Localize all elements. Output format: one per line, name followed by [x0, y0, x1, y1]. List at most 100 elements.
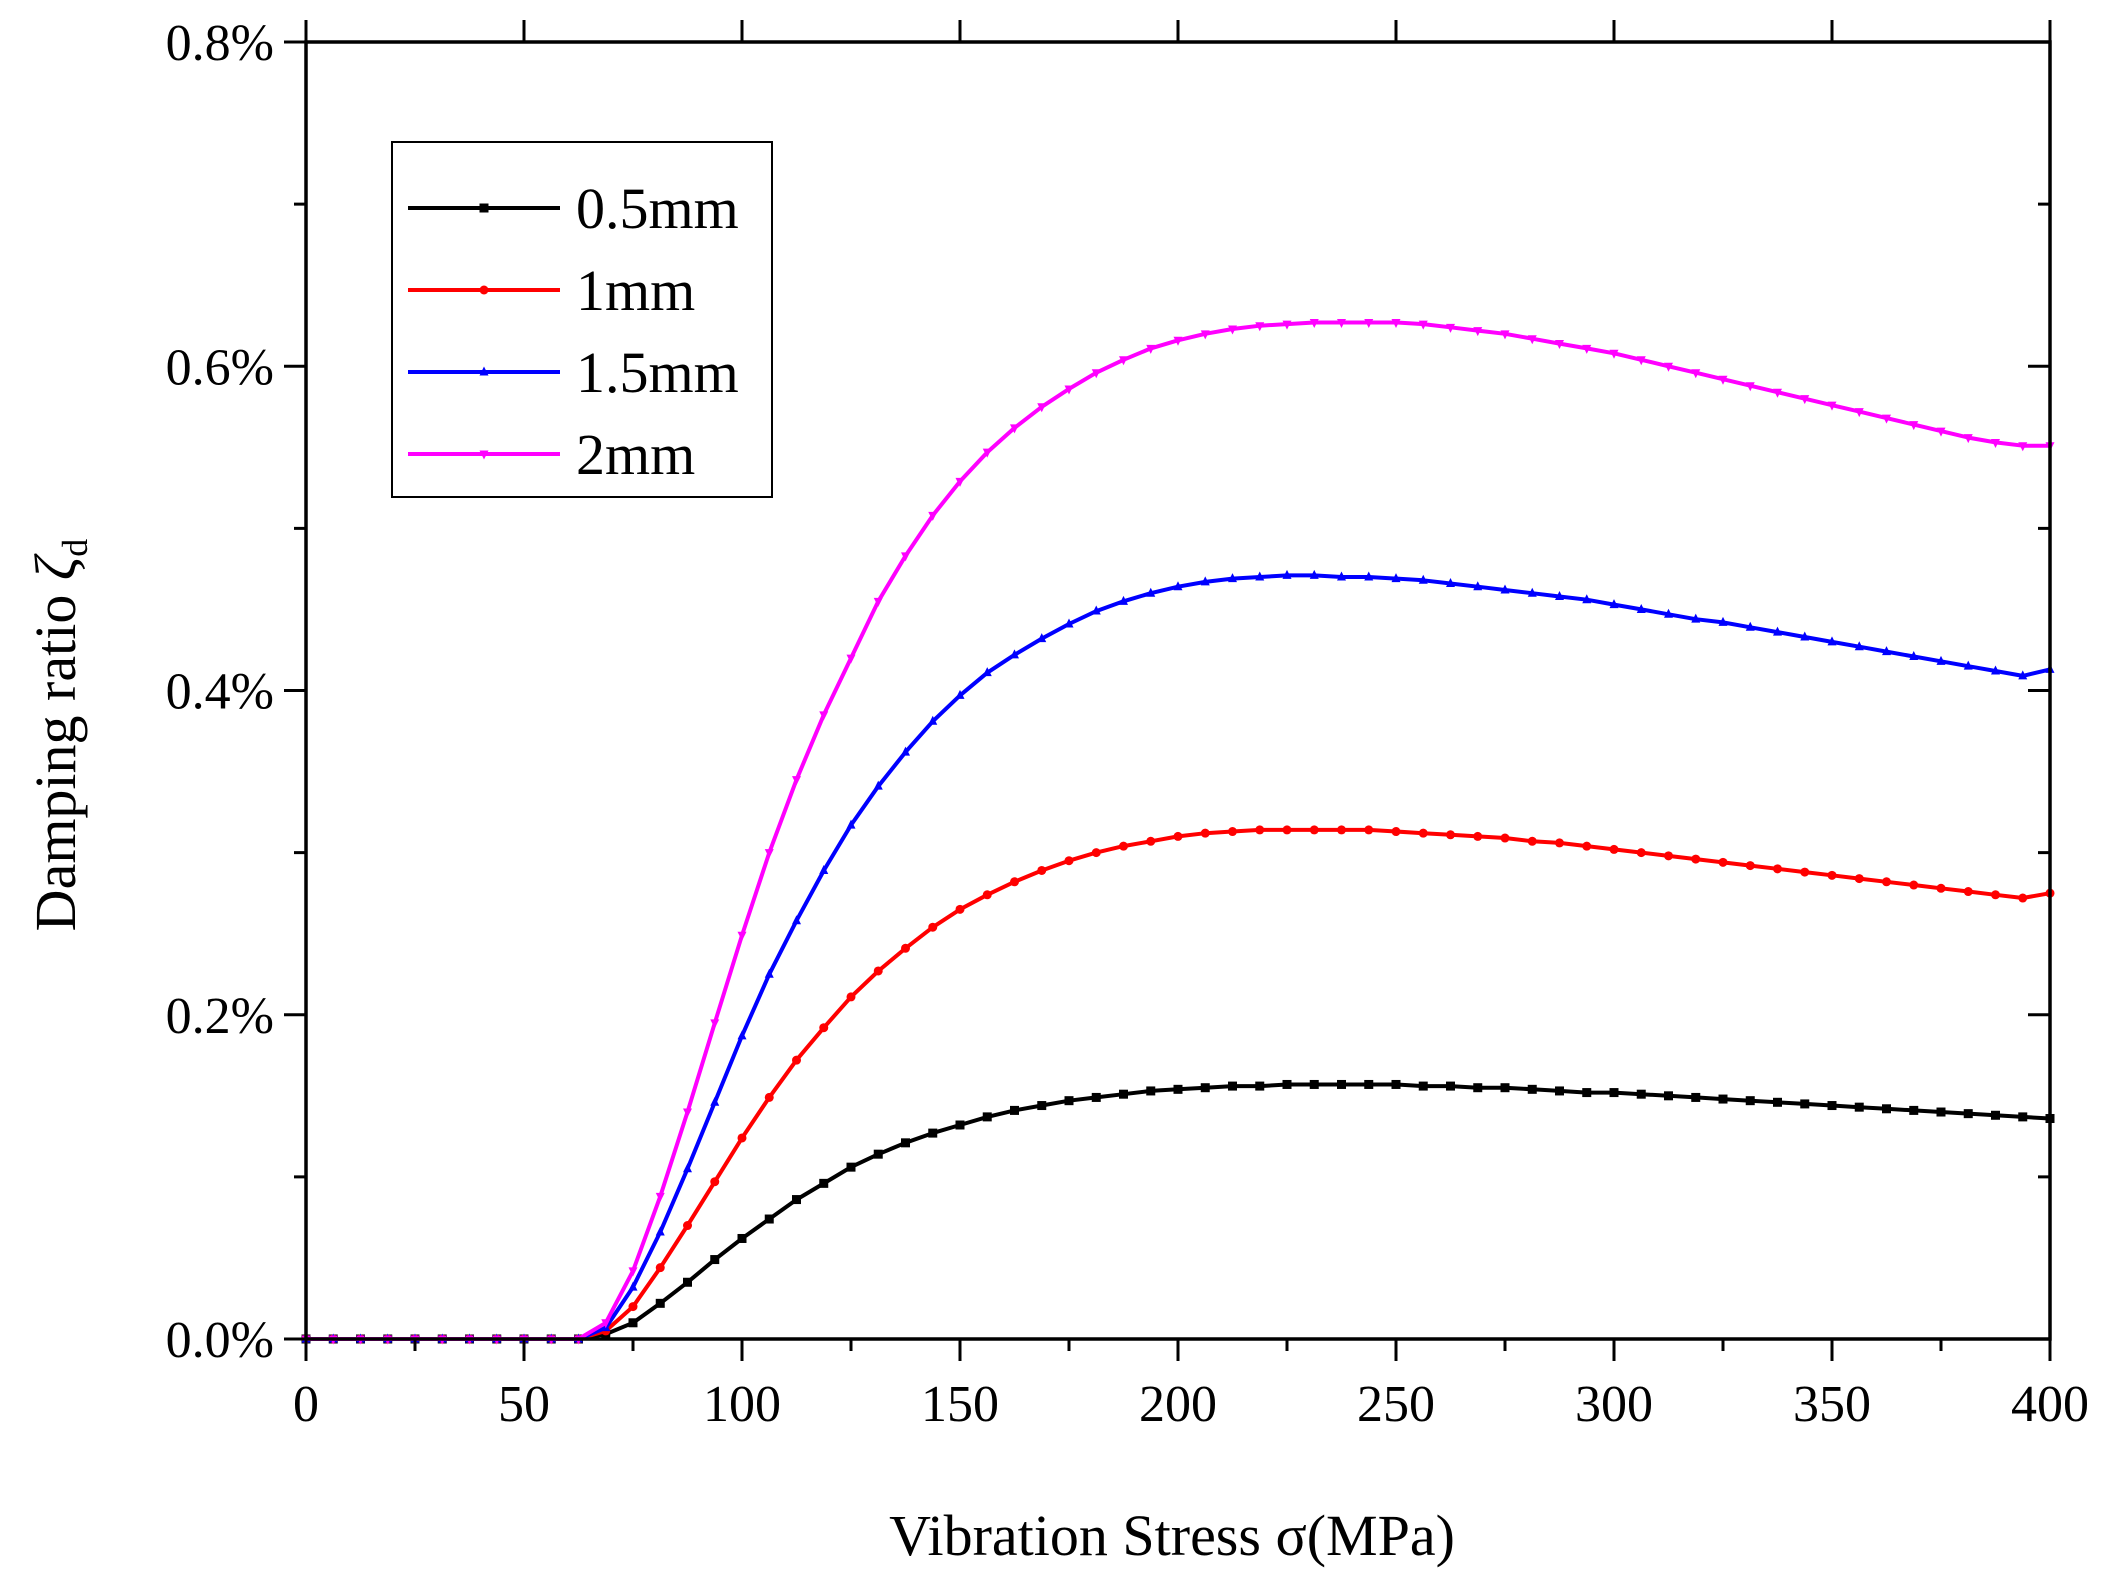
- data-point: [1664, 608, 1673, 618]
- data-point: [955, 904, 965, 914]
- data-point: [1037, 865, 1047, 875]
- y-axis-title: Damping ratio ζd: [23, 539, 95, 932]
- data-point: [1064, 385, 1074, 395]
- data-point: [819, 864, 829, 874]
- legend-label: 0.5mm: [576, 176, 739, 241]
- data-point: [1173, 336, 1183, 346]
- data-point: [1527, 587, 1537, 597]
- data-point: [1691, 613, 1701, 623]
- y-tick-label: 0.6%: [166, 339, 274, 396]
- y-tick-labels: 0.0% 0.2% 0.4% 0.6% 0.8%: [166, 15, 274, 1369]
- data-point: [982, 890, 992, 900]
- data-point: [792, 915, 801, 925]
- data-point: [901, 552, 910, 562]
- data-point: [2018, 442, 2028, 452]
- data-point: [1364, 825, 1374, 835]
- data-point: [1446, 1081, 1455, 1091]
- data-point: [819, 1023, 829, 1033]
- data-point: [1991, 890, 2000, 900]
- data-point: [1555, 838, 1564, 848]
- data-point: [1936, 427, 1946, 437]
- data-point: [1609, 349, 1619, 359]
- data-point: [846, 1162, 856, 1172]
- data-point: [1745, 1096, 1755, 1106]
- data-point: [683, 1163, 692, 1173]
- data-point: [1691, 1092, 1701, 1102]
- data-point: [1963, 434, 1973, 444]
- data-point: [1555, 590, 1564, 600]
- data-point: [1991, 1110, 2000, 1120]
- data-point: [1228, 827, 1237, 837]
- data-point: [1309, 825, 1319, 835]
- data-point: [1337, 825, 1346, 835]
- data-point: [873, 597, 883, 607]
- data-point: [1146, 836, 1156, 846]
- data-point: [1636, 848, 1646, 858]
- legend-item: 1.5mm: [408, 340, 739, 405]
- legend-item: 0.5mm: [408, 176, 739, 241]
- y-tick-label: 0.0%: [166, 1312, 274, 1369]
- data-point: [1936, 883, 1946, 893]
- y-axis-title-text: Damping ratio: [23, 580, 88, 931]
- data-point: [1882, 877, 1891, 887]
- data-point: [1882, 414, 1891, 424]
- data-point: [1119, 356, 1128, 366]
- data-point: [982, 1112, 992, 1122]
- data-point: [655, 1263, 665, 1273]
- legend-marker: [479, 285, 489, 295]
- data-point: [955, 1120, 965, 1130]
- data-point: [1963, 887, 1973, 897]
- x-tick-label: 250: [1357, 1376, 1435, 1433]
- data-point: [1800, 867, 1810, 877]
- data-point: [1418, 320, 1428, 330]
- data-point: [1527, 335, 1537, 345]
- data-point: [1909, 1105, 1919, 1115]
- legend-marker: [479, 450, 489, 460]
- data-point: [1745, 382, 1755, 392]
- series-0.5mm: [301, 1079, 2055, 1344]
- data-point: [628, 1267, 638, 1277]
- data-point: [1909, 650, 1919, 660]
- data-point: [1228, 1081, 1237, 1091]
- data-point: [1745, 621, 1755, 631]
- data-point: [873, 780, 883, 790]
- data-point: [1282, 825, 1292, 835]
- data-point: [1364, 318, 1374, 328]
- data-point: [2018, 1112, 2028, 1122]
- data-point: [1446, 577, 1455, 587]
- data-point: [683, 1108, 692, 1118]
- data-point: [1827, 401, 1837, 411]
- data-point: [1555, 340, 1564, 350]
- data-point: [1064, 856, 1074, 866]
- y-tick-label: 0.2%: [166, 988, 274, 1045]
- data-point: [1282, 569, 1292, 579]
- data-point: [1991, 665, 2000, 675]
- data-point: [764, 1214, 774, 1224]
- data-point: [1119, 595, 1128, 605]
- data-point: [1555, 1086, 1564, 1096]
- data-point: [1691, 854, 1701, 864]
- data-point: [1963, 660, 1973, 670]
- data-point: [928, 715, 938, 725]
- data-point: [1745, 861, 1755, 871]
- data-point: [1609, 844, 1619, 854]
- data-point: [928, 922, 938, 932]
- data-point: [737, 1133, 747, 1143]
- data-point: [1337, 571, 1346, 581]
- data-point: [928, 1128, 938, 1138]
- data-point: [1091, 369, 1101, 379]
- data-point: [819, 1178, 829, 1188]
- y-axis-title-symbol: ζ: [23, 553, 88, 580]
- data-point: [737, 1030, 747, 1040]
- data-point: [792, 1055, 801, 1065]
- data-point: [1037, 1101, 1047, 1111]
- data-point: [764, 1092, 774, 1102]
- data-point: [1364, 571, 1374, 581]
- data-point: [1854, 1102, 1864, 1112]
- data-point: [1827, 870, 1837, 880]
- data-point: [1718, 616, 1728, 626]
- data-point: [1391, 318, 1401, 328]
- data-point: [1091, 605, 1101, 615]
- data-point: [1773, 1097, 1782, 1107]
- data-point: [1146, 587, 1156, 597]
